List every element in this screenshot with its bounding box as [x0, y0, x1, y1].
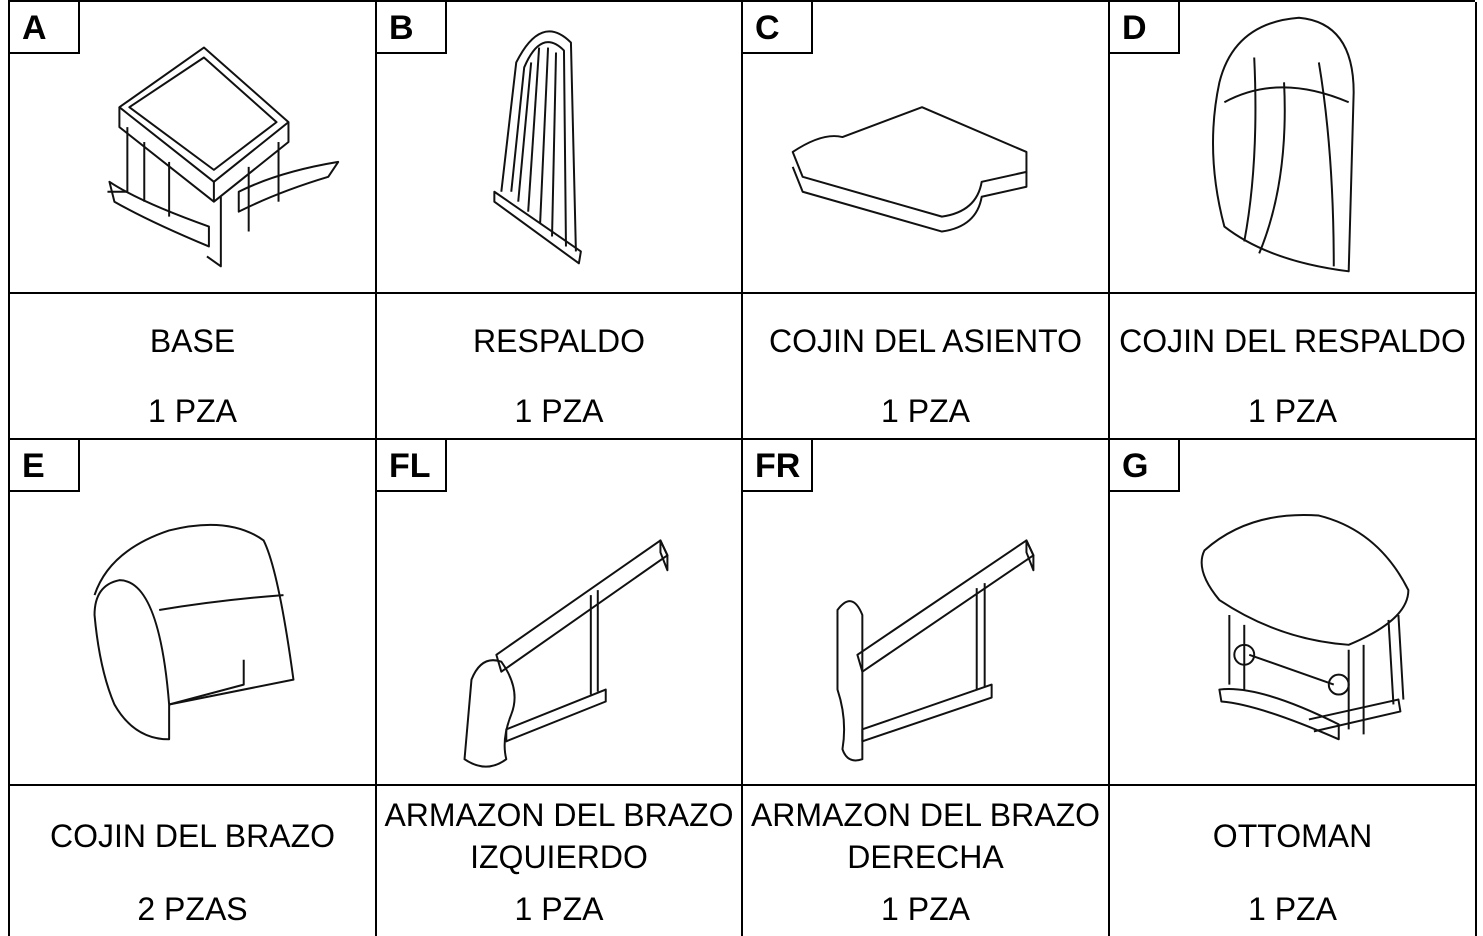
row-1: A B C D BASE 1 PZA RESPALDO 1 PZA: [10, 2, 1477, 936]
part-image-cell: G: [1110, 440, 1477, 786]
left-arm-frame-drawing: [463, 539, 669, 768]
ottoman-drawing: [1200, 514, 1410, 741]
part-image-cell: C: [743, 2, 1110, 294]
part-letter: B: [377, 2, 447, 54]
part-name: COJIN DEL RESPALDO: [1119, 323, 1466, 359]
parts-table: A B C D BASE 1 PZA RESPALDO 1 PZA: [8, 0, 1477, 936]
part-text-cell: COJIN DEL ASIENTO 1 PZA: [743, 294, 1110, 440]
part-quantity: 2 PZAS: [137, 891, 248, 927]
seat-cushion-drawing: [791, 106, 1028, 233]
part-quantity: 1 PZA: [1248, 891, 1337, 927]
part-name: OTTOMAN: [1212, 818, 1373, 854]
part-image-cell: D: [1110, 2, 1477, 294]
arm-cushion-drawing: [93, 523, 295, 741]
part-quantity: 1 PZA: [881, 891, 970, 927]
part-quantity: 1 PZA: [514, 891, 604, 927]
part-name: ARMAZON DEL BRAZO DERECHA: [750, 797, 1101, 875]
part-text-cell: ARMAZON DEL BRAZO IZQUIERDO 1 PZA: [377, 786, 743, 936]
right-arm-frame-drawing: [836, 539, 1035, 762]
part-name: COJIN DEL ASIENTO: [769, 323, 1082, 359]
part-letter: FR: [743, 440, 813, 492]
part-quantity: 1 PZA: [514, 393, 604, 429]
base-drawing: [107, 46, 340, 268]
part-text-cell: COJIN DEL BRAZO 2 PZAS: [10, 786, 377, 936]
part-letter: G: [1110, 440, 1180, 492]
back-cushion-drawing: [1212, 16, 1355, 273]
part-text-cell: RESPALDO 1 PZA: [377, 294, 743, 440]
part-text-cell: COJIN DEL RESPALDO 1 PZA: [1110, 294, 1477, 440]
part-name: BASE: [149, 323, 236, 359]
part-text-cell: OTTOMAN 1 PZA: [1110, 786, 1477, 936]
part-letter: A: [10, 2, 80, 54]
part-image-cell: FL: [377, 440, 743, 786]
part-text-cell: BASE 1 PZA: [10, 294, 377, 440]
part-letter: E: [10, 440, 80, 492]
part-image-cell: A: [10, 2, 377, 294]
part-image-cell: E: [10, 440, 377, 786]
part-name: ARMAZON DEL BRAZO IZQUIERDO: [384, 797, 734, 875]
part-quantity: 1 PZA: [148, 393, 237, 429]
part-image-cell: B: [377, 2, 743, 294]
part-image-cell: FR: [743, 440, 1110, 786]
backrest-drawing: [493, 30, 582, 265]
part-letter: FL: [377, 440, 447, 492]
part-name: COJIN DEL BRAZO: [49, 818, 336, 854]
part-quantity: 1 PZA: [881, 393, 970, 429]
part-name: RESPALDO: [473, 323, 645, 359]
part-letter: D: [1110, 2, 1180, 54]
part-text-cell: ARMAZON DEL BRAZO DERECHA 1 PZA: [743, 786, 1110, 936]
part-quantity: 1 PZA: [1248, 393, 1337, 429]
part-letter: C: [743, 2, 813, 54]
